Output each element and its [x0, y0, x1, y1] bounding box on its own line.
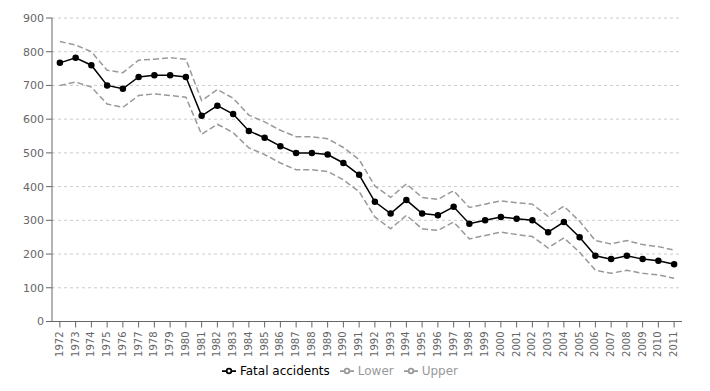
svg-text:2008: 2008: [621, 332, 632, 357]
svg-text:1980: 1980: [180, 332, 191, 357]
svg-text:1990: 1990: [337, 332, 348, 357]
svg-text:1983: 1983: [227, 332, 238, 357]
svg-text:1985: 1985: [259, 332, 270, 357]
svg-text:1972: 1972: [54, 332, 65, 357]
svg-text:1989: 1989: [322, 332, 333, 357]
svg-text:600: 600: [23, 113, 44, 126]
svg-text:400: 400: [23, 181, 44, 194]
svg-text:1976: 1976: [117, 332, 128, 357]
svg-text:2003: 2003: [542, 332, 553, 357]
svg-text:2011: 2011: [668, 332, 679, 357]
svg-text:1999: 1999: [479, 332, 490, 357]
svg-text:200: 200: [23, 248, 44, 261]
svg-text:2005: 2005: [574, 332, 585, 357]
svg-text:1995: 1995: [416, 332, 427, 357]
svg-text:1982: 1982: [211, 332, 222, 357]
svg-text:2010: 2010: [652, 332, 663, 357]
svg-text:2009: 2009: [637, 332, 648, 357]
svg-text:900: 900: [23, 12, 44, 25]
svg-text:1977: 1977: [133, 332, 144, 357]
svg-text:2004: 2004: [558, 332, 569, 357]
svg-text:500: 500: [23, 147, 44, 160]
svg-text:2001: 2001: [511, 332, 522, 357]
svg-text:1974: 1974: [85, 332, 96, 357]
svg-text:2000: 2000: [495, 332, 506, 357]
html-text:Upper: Upper: [421, 363, 458, 378]
svg-text:1997: 1997: [448, 332, 459, 357]
svg-text:1987: 1987: [290, 332, 301, 357]
svg-text:1975: 1975: [101, 332, 112, 357]
html-text:Fatal accidents: Fatal accidents: [239, 363, 330, 378]
svg-text:1981: 1981: [196, 332, 207, 357]
svg-text:1992: 1992: [369, 332, 380, 357]
svg-text:100: 100: [23, 282, 44, 295]
svg-text:1993: 1993: [385, 332, 396, 357]
svg-text:300: 300: [23, 214, 44, 227]
svg-text:2006: 2006: [589, 332, 600, 357]
svg-text:0: 0: [37, 315, 44, 328]
svg-text:1996: 1996: [432, 332, 443, 357]
svg-text:1979: 1979: [164, 332, 175, 357]
svg-text:1991: 1991: [353, 332, 364, 357]
svg-text:700: 700: [23, 79, 44, 92]
svg-text:1973: 1973: [70, 332, 81, 357]
svg-text:1986: 1986: [274, 332, 285, 357]
svg-text:1984: 1984: [243, 332, 254, 357]
svg-text:800: 800: [23, 46, 44, 59]
svg-text:1988: 1988: [306, 332, 317, 357]
svg-text:1994: 1994: [400, 332, 411, 357]
svg-text:1978: 1978: [148, 332, 159, 357]
svg-text:2002: 2002: [526, 332, 537, 357]
html-text:Lower: Lower: [357, 363, 394, 378]
svg-text:1998: 1998: [463, 332, 474, 357]
svg-text:2007: 2007: [605, 332, 616, 357]
